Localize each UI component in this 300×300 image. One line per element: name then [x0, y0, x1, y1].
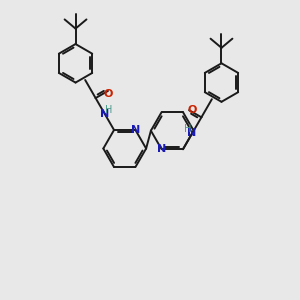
- Text: N: N: [131, 125, 140, 135]
- Text: N: N: [157, 144, 166, 154]
- Text: N: N: [187, 128, 196, 138]
- Text: O: O: [103, 89, 113, 100]
- Text: N: N: [100, 109, 110, 119]
- Text: O: O: [188, 105, 197, 115]
- Text: H: H: [105, 105, 112, 115]
- Text: H: H: [184, 124, 191, 134]
